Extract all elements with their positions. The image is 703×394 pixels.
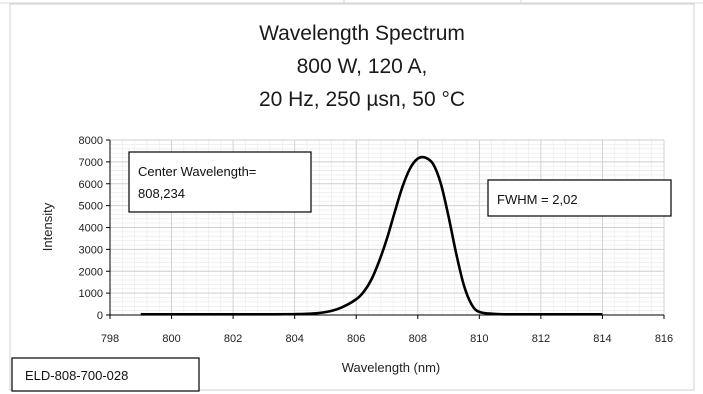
y-tick-label: 8000 <box>79 135 103 147</box>
chart-title-line-1: Wavelength Spectrum <box>259 22 465 45</box>
footer-box <box>11 357 200 392</box>
footer-label: ELD-808-700-028 <box>25 368 128 383</box>
fwhm-annotation: FWHM = 2,02 <box>487 179 672 217</box>
fwhm-box <box>487 179 672 217</box>
y-tick-label: 3000 <box>79 244 103 256</box>
center-wavelength-box <box>128 151 312 213</box>
chart-title-line-2: 800 W, 120 A, <box>297 55 428 78</box>
chart-border <box>9 3 695 391</box>
y-tick-label: 6000 <box>79 179 103 191</box>
chart-title-line-3: 20 Hz, 250 µsn, 50 °C <box>259 88 465 111</box>
y-tick-label: 4000 <box>79 223 103 235</box>
x-tick-label: 798 <box>101 333 119 345</box>
footer-label-box: ELD-808-700-028 <box>11 357 200 392</box>
y-tick-label: 1000 <box>79 288 103 300</box>
y-tick-label: 5000 <box>79 201 103 213</box>
center-wavelength-annotation: Center Wavelength= 808,234 <box>128 151 312 213</box>
y-tick-label: 0 <box>97 310 103 322</box>
x-tick-labels: 798 800 802 804 806 808 810 812 814 816 <box>101 333 673 345</box>
x-tick-label: 802 <box>224 333 242 345</box>
center-wavelength-label: Center Wavelength= <box>138 164 256 179</box>
x-tick-label: 812 <box>532 333 550 345</box>
fwhm-label: FWHM = 2,02 <box>497 192 578 207</box>
x-tick-label: 808 <box>409 333 427 345</box>
y-axis-title: Intensity <box>40 202 55 251</box>
center-wavelength-value: 808,234 <box>138 186 185 201</box>
series <box>140 155 603 316</box>
y-tick-label: 2000 <box>79 266 103 278</box>
x-tick-label: 810 <box>470 333 488 345</box>
y-tick-label: 7000 <box>79 157 103 169</box>
x-axis-title: Wavelength (nm) <box>342 360 441 375</box>
x-tick-label: 814 <box>593 333 611 345</box>
y-tick-labels: 0 1000 2000 3000 4000 5000 6000 7000 8000 <box>79 135 103 322</box>
spectrum-line-0 <box>140 155 603 316</box>
x-tick-label: 806 <box>347 333 365 345</box>
x-tick-label: 816 <box>655 333 673 345</box>
x-tick-label: 800 <box>162 333 180 345</box>
x-tick-label: 804 <box>285 333 303 345</box>
